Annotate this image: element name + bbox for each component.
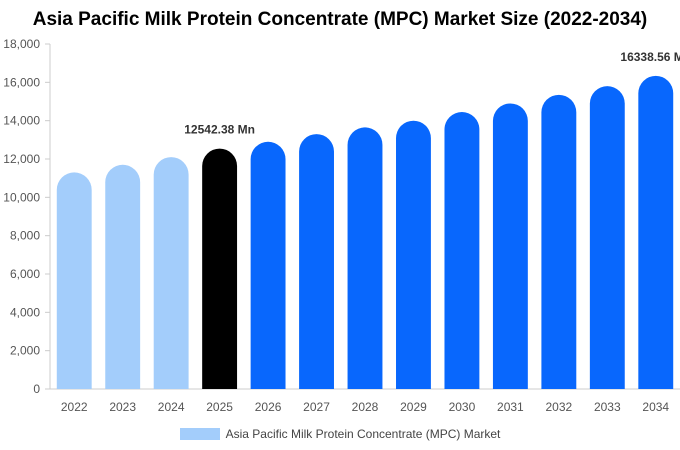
legend: Asia Pacific Milk Protein Concentrate (M… (0, 426, 680, 441)
x-tick-label: 2033 (594, 400, 621, 414)
y-tick-label: 6,000 (10, 267, 40, 281)
legend-swatch (179, 427, 220, 440)
x-tick-label: 2030 (449, 400, 476, 414)
y-tick-label: 10,000 (3, 190, 40, 204)
bar-2032 (541, 94, 577, 389)
x-tick-label: 2026 (255, 400, 282, 414)
x-tick-label: 2023 (109, 400, 136, 414)
y-tick-label: 2,000 (10, 344, 40, 358)
bar-2024 (153, 157, 189, 389)
bar-2022 (56, 172, 92, 389)
chart-title: Asia Pacific Milk Protein Concentrate (M… (32, 9, 648, 30)
y-tick-label: 12,000 (3, 152, 40, 166)
y-tick-label: 18,000 (3, 37, 40, 51)
data-label-2034: 16338.56 Mn (620, 50, 680, 64)
x-tick-label: 2032 (545, 400, 572, 414)
x-tick-label: 2027 (303, 400, 330, 414)
x-tick-label: 2028 (352, 400, 379, 414)
bar-2029 (396, 120, 431, 389)
x-tick-label: 2022 (61, 400, 88, 414)
bar-2031 (492, 103, 528, 389)
legend-label: Asia Pacific Milk Protein Concentrate (M… (225, 426, 501, 441)
y-tick-label: 8,000 (10, 229, 40, 243)
bar-2027 (299, 134, 334, 389)
data-label-2025: 12542.38 Mn (184, 123, 255, 137)
bar-2026 (250, 141, 286, 389)
y-tick-label: 4,000 (10, 305, 40, 319)
bar-2030 (444, 112, 480, 389)
x-tick-label: 2025 (206, 400, 233, 414)
x-tick-label: 2024 (158, 400, 185, 414)
bar-2028 (347, 127, 383, 390)
bar-2025 (202, 148, 238, 389)
bar-2033 (589, 86, 625, 389)
bar-2034 (638, 75, 674, 390)
x-tick-label: 2029 (400, 400, 427, 414)
y-tick-label: 14,000 (3, 114, 40, 128)
y-tick-label: 0 (33, 382, 40, 396)
bar-2023 (105, 164, 141, 389)
x-tick-label: 2034 (642, 400, 669, 414)
x-tick-label: 2031 (497, 400, 524, 414)
y-tick-label: 16,000 (3, 75, 40, 89)
